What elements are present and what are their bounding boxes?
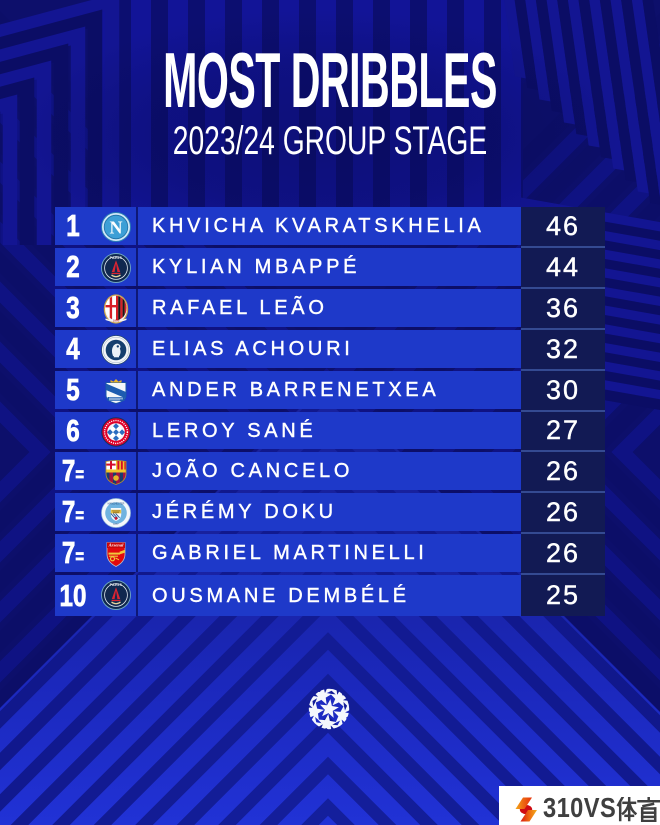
svg-text:N: N xyxy=(110,217,123,237)
svg-text:MANCHESTER: MANCHESTER xyxy=(108,503,125,506)
svg-text:PARIS: PARIS xyxy=(110,583,123,587)
svg-text:1899: 1899 xyxy=(113,319,120,323)
svg-text:PARIS: PARIS xyxy=(110,256,123,260)
svg-text:CITY: CITY xyxy=(113,523,119,526)
svg-text:Arsenal: Arsenal xyxy=(108,543,125,548)
